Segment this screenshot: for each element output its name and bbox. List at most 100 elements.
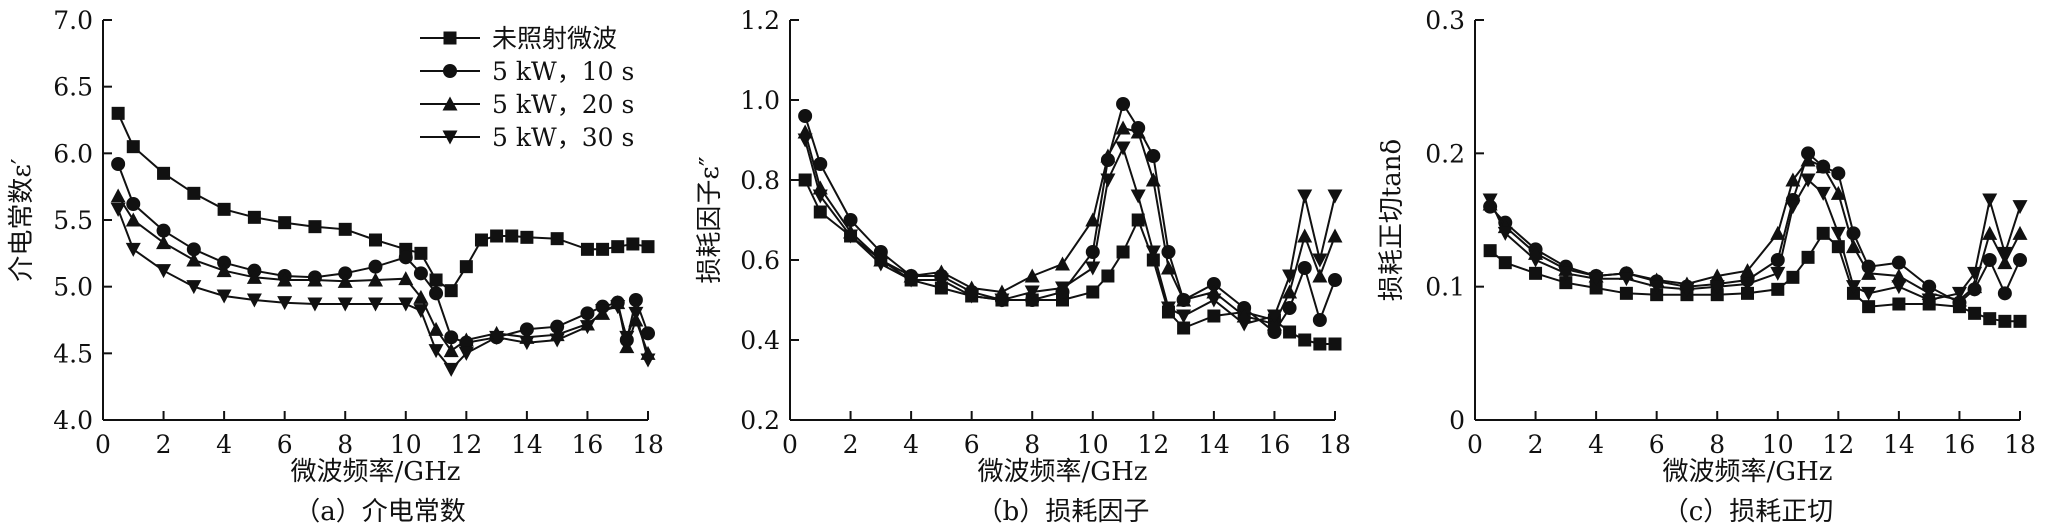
data-point-triangle-down <box>1282 269 1298 284</box>
legend-item: 未照射微波 <box>420 24 617 53</box>
data-point-triangle-down <box>1800 173 1816 188</box>
data-point-triangle-down <box>216 289 232 304</box>
data-point-square <box>1862 300 1876 314</box>
data-point-triangle-down <box>413 304 429 319</box>
data-point-square <box>1741 286 1754 300</box>
legend-label: 5 kW，20 s <box>492 90 634 119</box>
data-point-triangle-down <box>1528 253 1544 268</box>
data-point-square <box>1619 286 1633 300</box>
data-point-triangle-down <box>797 133 813 148</box>
data-point-circle <box>1146 149 1161 163</box>
data-point-triangle-down <box>1982 193 1998 208</box>
data-point-square <box>1786 270 1800 284</box>
x-axis-title: 微波频率/GHz <box>978 457 1148 487</box>
series-line <box>117 195 649 354</box>
data-point-triangle-up <box>1967 279 1983 294</box>
x-tick-label: 12 <box>1822 430 1854 459</box>
data-point-square <box>369 233 382 247</box>
data-point-square <box>1559 276 1573 290</box>
data-point-square <box>1529 266 1543 280</box>
x-tick-label: 18 <box>1319 430 1351 459</box>
data-point-triangle-down <box>843 229 859 244</box>
data-point-triangle-down <box>933 273 949 288</box>
x-tick-label: 4 <box>1588 430 1604 459</box>
data-point-triangle-up <box>368 272 383 287</box>
data-point-circle <box>1282 301 1297 315</box>
data-point-square <box>474 233 488 247</box>
data-point-triangle-up <box>1100 148 1116 163</box>
data-point-triangle-down <box>1236 317 1252 332</box>
data-point-triangle-down <box>628 306 644 321</box>
data-point-square <box>126 140 140 154</box>
data-point-triangle-down <box>1967 266 1983 281</box>
series-triangle-down <box>797 133 1343 332</box>
data-point-square <box>505 229 519 243</box>
series-line <box>804 139 1336 326</box>
x-tick-label: 4 <box>216 430 232 459</box>
chart-panel-c: 0 0.1 0.2 0.3 0 2 4 6 8 10 12 14 16 18 微波频率/GHz 损耗正切tan… <box>1377 6 2036 527</box>
data-point-triangle-down <box>1100 173 1116 188</box>
data-point-triangle-down <box>873 257 889 272</box>
data-point-triangle-down <box>579 320 595 335</box>
legend-label: 5 kW，10 s <box>492 57 634 86</box>
data-point-circle <box>111 157 126 171</box>
x-tick-label: 8 <box>1024 430 1040 459</box>
data-point-square <box>308 220 322 234</box>
data-point-triangle-down <box>186 280 202 295</box>
y-axis-title: 损耗正切tanδ <box>1377 139 1407 301</box>
data-point-triangle-down <box>994 293 1010 308</box>
data-point-circle <box>398 250 413 265</box>
data-point-triangle-down <box>619 330 635 345</box>
data-point-square <box>1983 312 1997 326</box>
data-point-circle <box>1312 313 1327 327</box>
y-tick-label: 5.5 <box>53 206 93 235</box>
x-axis-title: 微波频率/GHz <box>1663 457 1833 487</box>
data-point-square <box>338 222 352 236</box>
x-tick-label: 14 <box>511 430 543 459</box>
x-tick-label: 10 <box>1077 430 1109 459</box>
y-tick-label: 6.0 <box>53 139 93 168</box>
data-point-triangle-up <box>1055 256 1070 271</box>
data-point-triangle-down <box>903 273 919 288</box>
y-tick-label: 0.3 <box>1425 6 1465 35</box>
data-point-circle <box>1328 273 1342 287</box>
x-tick-label: 10 <box>1762 430 1794 459</box>
data-point-triangle-up <box>1845 239 1861 254</box>
legend-label: 5 kW，30 s <box>492 123 634 152</box>
x-tick-label: 2 <box>843 430 859 459</box>
data-point-triangle-down <box>1649 280 1665 295</box>
data-point-triangle-down <box>458 346 474 361</box>
data-point-triangle-down <box>337 297 353 312</box>
data-point-circle <box>550 319 565 334</box>
data-point-triangle-down <box>1845 280 1861 295</box>
data-point-triangle-up <box>1830 185 1846 200</box>
data-point-square <box>1589 281 1603 295</box>
data-point-circle <box>217 255 232 270</box>
legend-marker-triangle-down <box>442 130 458 145</box>
x-tick-label: 8 <box>1709 430 1725 459</box>
data-point-square <box>1298 333 1312 347</box>
data-point-square <box>1131 213 1145 227</box>
data-point-triangle-up <box>216 263 232 278</box>
data-point-square <box>1328 337 1342 351</box>
data-point-square <box>1498 256 1512 270</box>
data-point-triangle-down <box>1497 226 1513 241</box>
y-axis-title: 介电常数ε′ <box>7 158 37 281</box>
data-point-triangle-up <box>1160 260 1176 275</box>
data-point-square <box>414 246 428 260</box>
data-point-triangle-up <box>619 339 635 354</box>
data-point-circle <box>1982 253 1997 267</box>
data-point-triangle-down <box>1312 253 1328 268</box>
y-tick-label: 1.0 <box>740 86 780 115</box>
data-point-square <box>1207 309 1221 323</box>
x-tick-label: 14 <box>1883 430 1915 459</box>
data-point-triangle-up <box>1785 172 1801 187</box>
data-point-square <box>641 240 655 254</box>
chart-panel-a: 4.0 4.5 5.0 5.5 6.0 6.5 7.0 0 2 4 6 8 10 12 14 16 18 微波频率… <box>7 6 664 527</box>
data-point-triangle-up <box>1982 225 1998 240</box>
data-point-triangle-down <box>307 297 323 312</box>
data-point-triangle-down <box>1176 309 1192 324</box>
data-point-circle <box>126 197 141 211</box>
panel-caption: （a）介电常数 <box>294 497 466 527</box>
